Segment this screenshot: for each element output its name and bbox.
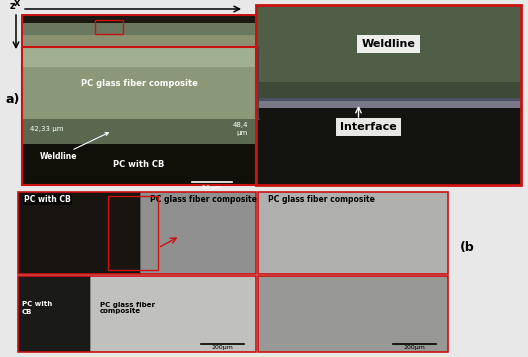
Bar xyxy=(22,144,256,185)
Bar xyxy=(256,102,521,185)
Text: 42,33 μm: 42,33 μm xyxy=(30,126,63,132)
Text: x: x xyxy=(14,0,20,8)
Bar xyxy=(108,196,158,270)
Bar xyxy=(22,35,256,47)
Text: 50 μm: 50 μm xyxy=(202,185,222,190)
Bar xyxy=(18,192,140,274)
Bar xyxy=(22,47,256,119)
Bar xyxy=(22,47,256,185)
Text: Interface: Interface xyxy=(340,122,397,132)
Text: PC glass fiber
composite: PC glass fiber composite xyxy=(100,302,155,315)
Bar xyxy=(18,276,90,352)
Bar xyxy=(256,5,521,102)
Bar xyxy=(22,15,256,47)
Text: a): a) xyxy=(5,94,20,106)
Bar xyxy=(95,20,123,34)
Text: Weldline: Weldline xyxy=(40,133,108,161)
Bar xyxy=(256,82,521,102)
Bar xyxy=(22,23,256,35)
Text: PC with
CB: PC with CB xyxy=(22,302,52,315)
Text: PC with CB: PC with CB xyxy=(114,160,165,169)
Bar xyxy=(256,5,521,185)
Bar xyxy=(258,192,448,274)
Bar xyxy=(256,98,521,102)
Text: 200μm: 200μm xyxy=(403,345,426,350)
Bar xyxy=(22,119,256,144)
Bar xyxy=(18,192,256,274)
Text: 200μm: 200μm xyxy=(212,345,233,350)
Text: (b: (b xyxy=(460,241,475,255)
Text: z: z xyxy=(10,1,15,11)
Bar xyxy=(22,47,256,67)
Bar xyxy=(258,276,448,352)
Text: PC glass fiber composite: PC glass fiber composite xyxy=(150,195,257,204)
Text: 48,4
μm: 48,4 μm xyxy=(232,122,248,136)
Bar xyxy=(22,15,256,47)
Bar xyxy=(258,276,448,352)
Bar xyxy=(258,192,448,274)
Text: PC glass fiber composite: PC glass fiber composite xyxy=(268,195,375,204)
Text: PC with CB: PC with CB xyxy=(24,195,71,204)
Text: PC glass fiber composite: PC glass fiber composite xyxy=(81,79,197,87)
Bar xyxy=(90,276,256,352)
Bar xyxy=(140,192,256,274)
Text: Weldline: Weldline xyxy=(362,39,416,49)
Bar xyxy=(18,276,256,352)
Bar xyxy=(256,101,521,108)
